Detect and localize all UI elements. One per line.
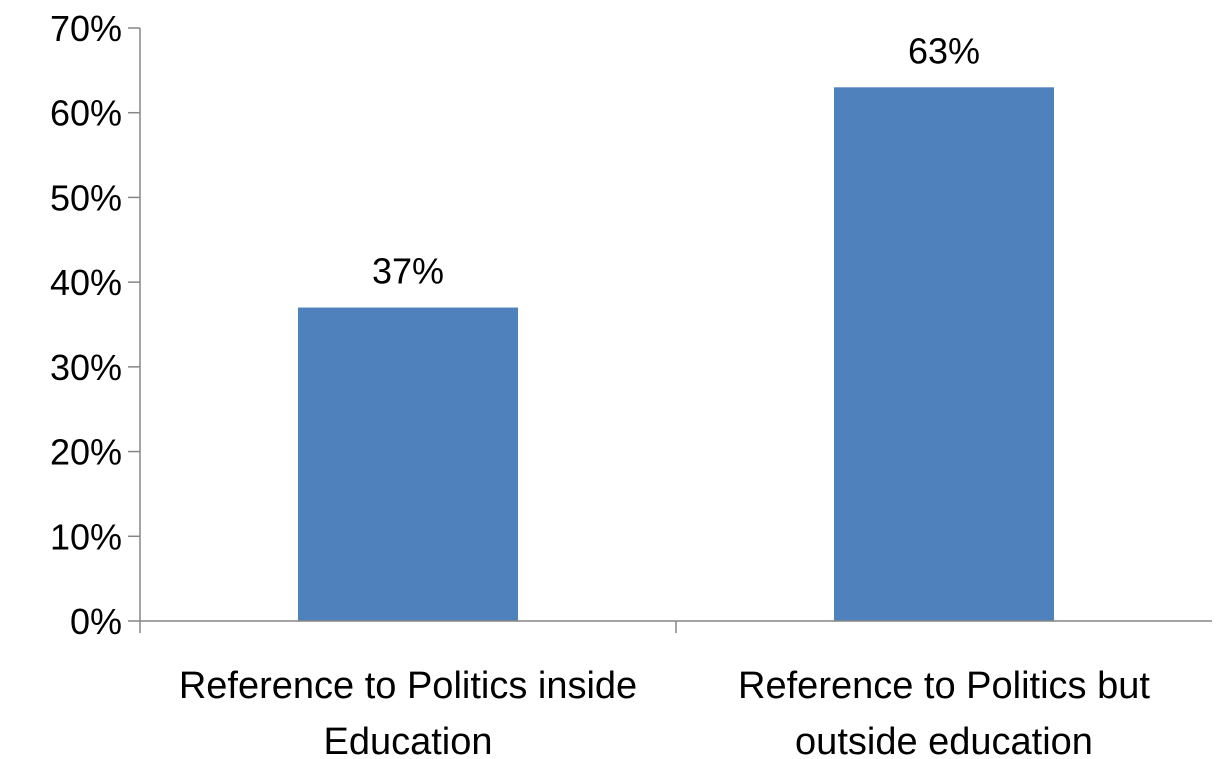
- bars: [298, 87, 1054, 622]
- y-tick-label: 30%: [50, 347, 122, 388]
- x-category-label-line: Education: [323, 721, 492, 759]
- bar-data-label: 63%: [908, 30, 980, 71]
- bar: [834, 87, 1054, 622]
- x-category-label-line: Reference to Politics inside: [179, 665, 637, 707]
- x-axis-ticks: [139, 621, 677, 633]
- x-category-label-line: outside education: [795, 721, 1093, 759]
- bar: [298, 307, 518, 621]
- y-tick-label: 10%: [50, 516, 122, 557]
- data-labels: 37% 63%: [372, 30, 980, 291]
- y-tick-label: 60%: [50, 93, 122, 134]
- x-category-label: Reference to Politics inside Education: [179, 665, 637, 759]
- y-tick-label: 50%: [50, 177, 122, 218]
- x-category-label-line: Reference to Politics but: [738, 665, 1150, 707]
- category-labels: Reference to Politics inside EducationRef…: [179, 665, 1151, 759]
- y-tick-label: 40%: [50, 262, 122, 303]
- y-axis-ticks: 0% 10% 20% 30% 40% 50% 60% 70%: [50, 8, 140, 642]
- x-category-label: Reference to Politics but outside educati…: [738, 665, 1150, 759]
- y-tick-label: 70%: [50, 8, 122, 49]
- y-tick-label: 0%: [70, 601, 122, 642]
- y-tick-label: 20%: [50, 432, 122, 473]
- bar-data-label: 37%: [372, 251, 444, 292]
